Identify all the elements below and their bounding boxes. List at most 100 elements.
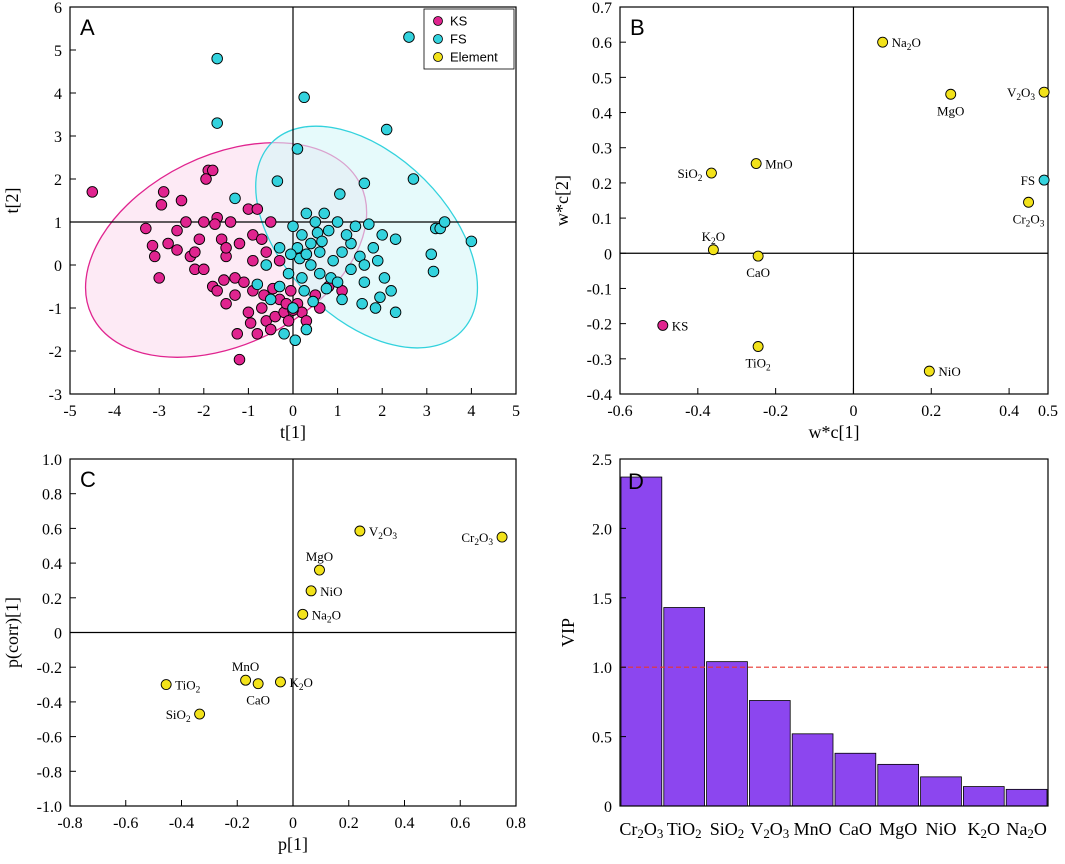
panel-c-xtick-label: -0.2 [225,815,250,832]
panel-a-point-ks [285,285,297,297]
panel-c-series-element: V2​O3​ Cr2​O3​ MgO NiO Na2​O TiO2​ SiO2​ MnO CaO… [160,524,508,725]
panel-a-ytick-label: 5 [54,43,62,60]
panel-a-legend-label-ks: KS [450,14,468,29]
panel-a-point-ks [220,242,232,254]
panel-b-xtick-label: -0.6 [607,403,632,420]
panel-a-point-fs [336,293,348,306]
panel-a-point-ks [193,233,206,245]
panel-c-ytick-label: 0.4 [42,556,62,573]
panel-a-point-fs [278,328,290,340]
panel-a-point-fs [340,229,353,241]
panel-a-point-fs [336,246,348,258]
panel-a-ytick-label: -3 [49,387,62,404]
panel-d-bar [620,476,663,807]
panel-d-category-label: Na2​O [1006,819,1046,841]
panel-a-point-fs [287,220,299,233]
panel-b-ytick-label: 0.2 [592,176,612,193]
panel-a-point-fs [298,91,310,104]
panel-d-panel-letter: D [628,469,644,494]
panel-a-point-fs [300,248,313,260]
panel-b-ytick-label: -0.1 [587,281,612,298]
panel-c-ytick-label: -1.0 [37,799,62,816]
panel-c-point-label: Cr2​O3​ [461,530,493,548]
panel-c-panel-letter: C [80,467,96,492]
panel-c-point-label: MgO [306,549,333,564]
panel-a-point-ks [242,306,255,319]
panel-d-frame [619,458,1049,807]
panel-a-point-fs [307,295,319,308]
panel-a-point-fs [376,229,388,241]
panel-d-category-label: V2​O3​ [750,819,789,841]
panel-b-point-label: K2​O [702,229,725,247]
panel-a-point-ks [282,315,295,327]
panel-c-ytick-label: -0.8 [37,764,62,781]
panel-a-point-fs [438,216,451,228]
panel-a-point-fs [211,52,223,65]
panel-d-bar [1005,788,1048,807]
panel-b-ytick-label: 0.5 [592,70,612,87]
panel-b-point-element [945,88,957,100]
panel-a-point-fs [300,323,313,336]
panel-c-point-label: Na2​O [312,607,341,625]
panel-a-xtick-label: 0 [289,403,297,420]
panel-a-point-fs [320,282,333,295]
panel-b-ytick-label: 0.4 [592,106,612,123]
panel-b-xtick-label: 0.2 [921,403,941,420]
panel-a-legend-label-fs: FS [450,32,467,47]
panel-d-ytick-label: 0.5 [592,730,612,747]
panel-b-xtick-label: -0.2 [763,403,788,420]
panel-c-ytick-label: -0.2 [37,660,62,677]
panel-a-point-fs [385,285,397,297]
panel-b-point-element [1023,196,1034,208]
panel-d-category-label: MgO [879,819,917,839]
panel-a-point-ks [200,173,212,185]
panel-a-xtick-label: -2 [197,403,210,420]
panel-c-xtick-label: -0.8 [57,815,82,832]
panel-a-point-ks [256,233,268,245]
panel-a-point-ks [233,353,246,366]
panel-a-point-fs [358,177,371,190]
panel-a-point-ks [247,254,259,267]
panel-c-point-element [354,525,366,537]
panel-c-pcorr-plot: -0.8 -0.6 -0.4 -0.2 0 0.2 0.4 0.6 0.8-1.0-0.8-0.… [2,452,526,854]
panel-c-xtick-label: 0.4 [395,815,415,832]
panel-a-point-ks [229,289,241,301]
panel-c-ytick-label: 0.6 [42,521,62,538]
panel-a-point-fs [287,302,299,314]
panel-b-xtick-label: 0 [849,403,857,420]
panel-a-point-ks [171,244,183,256]
panel-a-point-ks [180,216,192,228]
panel-c-xtick-label: 0.2 [339,815,359,832]
panel-b-series-element: Na2​O MgO V2​O3​ MnO SiO2​ Cr2​O3​ K2​O CaO TiO2… [678,35,1050,379]
panel-c-point-element [275,676,286,688]
panel-a-point-fs [378,272,391,284]
panel-c-point-element [252,678,264,690]
panel-a-point-fs [296,272,308,284]
panel-a-point-fs [285,248,297,260]
panel-b-ytick-label: -0.4 [587,387,612,404]
panel-a-point-fs [369,302,382,314]
panel-a-point-fs [331,216,344,228]
panel-a-ytick-label: 1 [54,215,62,232]
panel-a-ytick-label: 6 [54,0,62,17]
panel-a-panel-letter: A [80,15,95,40]
panel-a-point-ks [231,328,243,340]
panel-a-point-fs [318,207,330,220]
panel-a-point-ks [155,199,168,211]
panel-a-point-fs [229,192,241,205]
panel-b-ytick-label: 0.3 [592,141,612,158]
panel-a-point-fs [296,229,308,241]
panel-a-point-fs [273,280,286,293]
panel-a-xlabel: t[1] [280,422,306,442]
panel-a-legend: KS FS Element [423,8,515,70]
panel-b-point-label: FS [1021,173,1035,188]
panel-c-point-element [305,585,317,597]
panel-a-point-fs [289,334,301,347]
panel-a-point-fs [314,267,326,280]
panel-c-xlabel: p[1] [278,834,308,854]
panel-a-point-ks [148,250,161,263]
panel-b-point-label: V2​O3​ [1007,85,1035,103]
panel-a-point-fs [367,242,380,254]
panel-d-category-label: Cr2​O3​ [619,819,663,841]
